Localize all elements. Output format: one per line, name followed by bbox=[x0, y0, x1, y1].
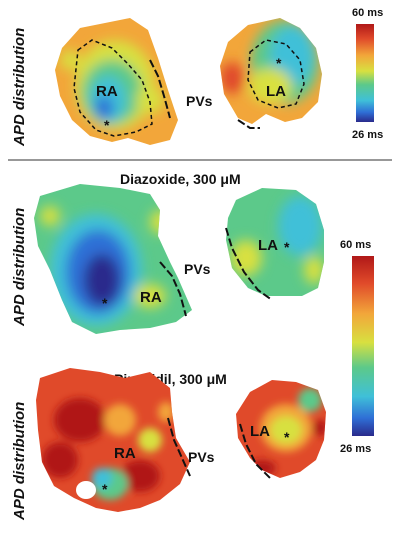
top-la-edge bbox=[237, 119, 260, 129]
pinacidil-la-marker: * bbox=[284, 429, 290, 445]
pinacidil-ra-map bbox=[36, 368, 190, 512]
pinacidil-ra-edge bbox=[167, 417, 191, 477]
top-colorbar-max-label: 60 ms bbox=[352, 7, 383, 19]
top-la-map bbox=[220, 18, 322, 124]
shared-colorbar bbox=[352, 256, 374, 436]
pinacidil-pvs-label: PVs bbox=[188, 449, 215, 465]
pinacidil-la-label: LA bbox=[250, 423, 270, 440]
top-ra-edge bbox=[149, 59, 171, 119]
top-colorbar bbox=[356, 24, 374, 122]
diazoxide-la-edge bbox=[225, 227, 273, 301]
diazoxide-panel: Diazoxide, 300 μM APD distribution RA * … bbox=[11, 171, 324, 334]
pinacidil-ra-label: RA bbox=[114, 445, 136, 462]
top-colorbar-min-label: 26 ms bbox=[352, 129, 383, 141]
top-la-marker: * bbox=[276, 55, 282, 71]
top-ra-label: RA bbox=[96, 83, 118, 100]
pinacidil-ra-marker: * bbox=[102, 481, 108, 497]
top-la-label: LA bbox=[266, 83, 286, 100]
diazoxide-la-map bbox=[226, 188, 324, 296]
pinacidil-la-map bbox=[236, 380, 326, 478]
pinacidil-panel: Pinacidil, 300 μM APD distribution RA * … bbox=[11, 368, 326, 521]
diazoxide-la-label: LA bbox=[258, 237, 278, 254]
shared-colorbar-min-label: 26 ms bbox=[340, 443, 371, 455]
top-ra-contour bbox=[73, 39, 153, 137]
diazoxide-ra-label: RA bbox=[140, 289, 162, 306]
shared-colorbar-group: 60 ms 26 ms bbox=[340, 239, 374, 455]
top-pvs-label: PVs bbox=[186, 93, 213, 109]
pinacidil-y-axis-label: APD distribution bbox=[11, 402, 28, 521]
top-la-contour bbox=[247, 39, 305, 109]
diazoxide-la-marker: * bbox=[284, 239, 290, 255]
diazoxide-title: Diazoxide, 300 μM bbox=[120, 171, 241, 187]
diazoxide-ra-edge bbox=[159, 261, 187, 317]
diazoxide-y-axis-label: APD distribution bbox=[11, 208, 28, 327]
diazoxide-ra-marker: * bbox=[102, 295, 108, 311]
top-ra-marker: * bbox=[104, 117, 110, 133]
diazoxide-ra-map bbox=[34, 184, 192, 334]
top-panel: APD distribution RA * PVs bbox=[11, 7, 383, 147]
shared-colorbar-max-label: 60 ms bbox=[340, 239, 371, 251]
top-y-axis-label: APD distribution bbox=[11, 28, 28, 147]
diazoxide-pvs-label: PVs bbox=[184, 261, 211, 277]
